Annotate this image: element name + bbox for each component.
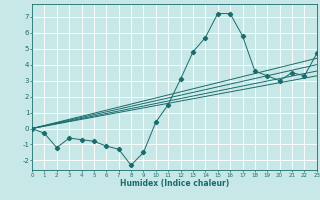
- X-axis label: Humidex (Indice chaleur): Humidex (Indice chaleur): [120, 179, 229, 188]
